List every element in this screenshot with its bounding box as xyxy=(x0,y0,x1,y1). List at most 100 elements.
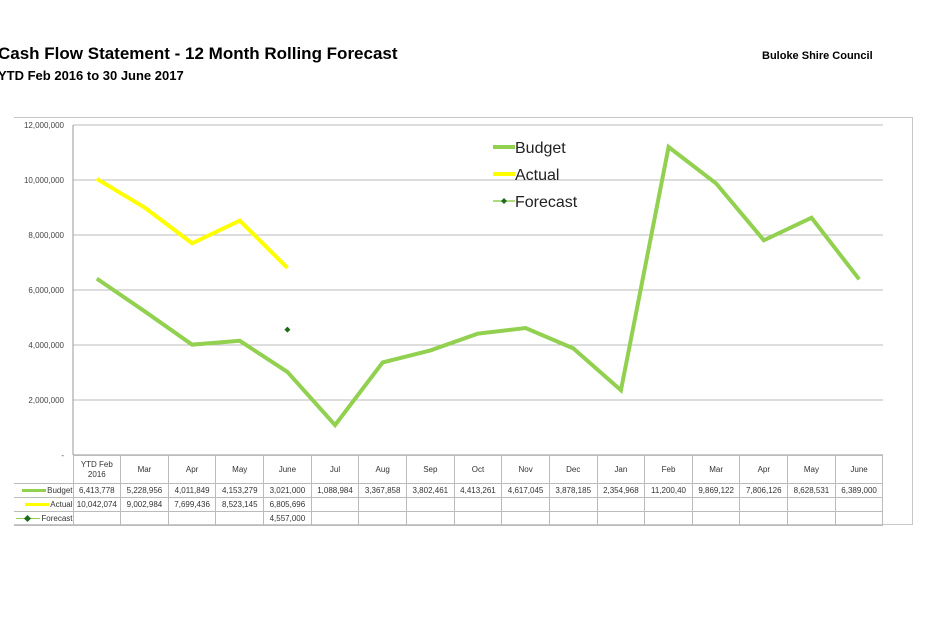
x-tick-label: June xyxy=(834,455,884,484)
data-label xyxy=(501,497,550,512)
legend-key-icon xyxy=(16,515,41,523)
x-tick-label: Jan xyxy=(596,455,646,484)
legend-label-forecast: Forecast xyxy=(515,194,578,211)
data-label: 10,042,074 xyxy=(72,497,122,512)
data-label xyxy=(310,497,360,512)
data-label: 4,153,279 xyxy=(215,483,265,498)
data-label: 9,869,122 xyxy=(691,483,741,498)
data-label: 6,413,778 xyxy=(72,483,122,498)
data-label: 2,354,968 xyxy=(596,483,646,498)
data-label: 8,628,531 xyxy=(787,483,836,498)
data-label xyxy=(739,497,789,512)
actual-line xyxy=(95,177,289,270)
x-tick-label: Apr xyxy=(167,455,217,484)
data-label: 6,389,000 xyxy=(834,483,884,498)
y-tick-label: 10,000,000 xyxy=(24,176,65,185)
data-label: 8,523,145 xyxy=(215,497,265,512)
data-label: 3,878,185 xyxy=(548,483,598,498)
data-label xyxy=(405,497,455,512)
data-label xyxy=(215,511,265,526)
page-subtitle: YTD Feb 2016 to 30 June 2017 xyxy=(0,68,184,83)
data-label xyxy=(167,511,217,526)
data-label xyxy=(405,511,455,526)
data-label: 9,002,984 xyxy=(120,497,169,512)
data-label: 7,806,126 xyxy=(739,483,789,498)
table-row: Forecast 4,557,000 xyxy=(14,511,884,526)
data-label xyxy=(787,497,836,512)
budget-line xyxy=(95,143,861,429)
x-tick-label: Feb xyxy=(644,455,693,484)
data-label xyxy=(596,497,646,512)
x-tick-label: Apr xyxy=(739,455,789,484)
data-label: 4,413,261 xyxy=(453,483,503,498)
data-label xyxy=(548,497,598,512)
legend-marker-forecast xyxy=(501,198,507,204)
y-tick-label: 8,000,000 xyxy=(28,231,64,240)
x-tick-label: Aug xyxy=(358,455,407,484)
data-label xyxy=(120,511,169,526)
legend-key-icon xyxy=(22,489,47,493)
page-title: Cash Flow Statement - 12 Month Rolling F… xyxy=(0,44,398,63)
series-name: Budget xyxy=(47,486,73,495)
data-label xyxy=(834,511,884,526)
data-label xyxy=(453,497,503,512)
data-label xyxy=(834,497,884,512)
data-label: 4,617,045 xyxy=(501,483,550,498)
y-tick-label: 4,000,000 xyxy=(28,341,64,350)
series-label: Forecast xyxy=(14,511,74,526)
data-label xyxy=(691,511,741,526)
series-label: Budget xyxy=(14,483,74,498)
data-label: 3,802,461 xyxy=(405,483,455,498)
x-tick-label: Dec xyxy=(548,455,598,484)
data-label xyxy=(787,511,836,526)
series-label: Actual xyxy=(14,497,74,512)
data-label xyxy=(358,511,407,526)
data-label: 7,699,436 xyxy=(167,497,217,512)
x-tick-label: Mar xyxy=(691,455,741,484)
series-name: Actual xyxy=(50,500,73,509)
data-label xyxy=(501,511,550,526)
data-label xyxy=(548,511,598,526)
data-label: 11,200,40 xyxy=(644,483,693,498)
x-tick-label: YTD Feb 2016 xyxy=(72,455,122,484)
legend-label-budget: Budget xyxy=(515,140,566,157)
legend-key-icon xyxy=(25,503,50,507)
table-row: Budget 6,413,778 5,228,956 4,011,849 4,153,2… xyxy=(14,483,884,498)
data-label xyxy=(310,511,360,526)
x-tick-label: Mar xyxy=(120,455,169,484)
data-label: 4,557,000 xyxy=(263,511,312,526)
data-label xyxy=(596,511,646,526)
x-tick-label: May xyxy=(787,455,836,484)
organization-name: Buloke Shire Council xyxy=(762,50,873,62)
data-table: YTD Feb 2016 Mar Apr May June Jul Aug Sep Oct Nov… xyxy=(14,455,884,526)
x-tick-label: Nov xyxy=(501,455,550,484)
forecast-point xyxy=(284,326,291,333)
y-tick-label: 12,000,000 xyxy=(24,121,65,130)
x-tick-label: May xyxy=(215,455,265,484)
table-corner xyxy=(14,455,74,484)
series-name: Forecast xyxy=(41,514,73,523)
data-label: 5,228,956 xyxy=(120,483,169,498)
data-label: 1,088,984 xyxy=(310,483,360,498)
data-label xyxy=(358,497,407,512)
data-label xyxy=(644,511,693,526)
data-label: 3,021,000 xyxy=(263,483,312,498)
data-label xyxy=(644,497,693,512)
data-label: 4,011,849 xyxy=(167,483,217,498)
data-label xyxy=(691,497,741,512)
table-row: Actual 10,042,074 9,002,984 7,699,436 8,523,… xyxy=(14,497,884,512)
y-tick-label: 6,000,000 xyxy=(28,286,64,295)
data-label xyxy=(739,511,789,526)
x-tick-label: Jul xyxy=(310,455,360,484)
data-label xyxy=(72,511,122,526)
x-tick-label: Sep xyxy=(405,455,455,484)
x-tick-label: Oct xyxy=(453,455,503,484)
legend-label-actual: Actual xyxy=(515,167,559,184)
data-label xyxy=(453,511,503,526)
table-header-row: YTD Feb 2016 Mar Apr May June Jul Aug Sep Oct Nov… xyxy=(14,455,884,484)
x-tick-label: June xyxy=(263,455,312,484)
data-label: 3,367,858 xyxy=(358,483,407,498)
data-label: 6,805,696 xyxy=(263,497,312,512)
y-tick-label: 2,000,000 xyxy=(28,396,64,405)
